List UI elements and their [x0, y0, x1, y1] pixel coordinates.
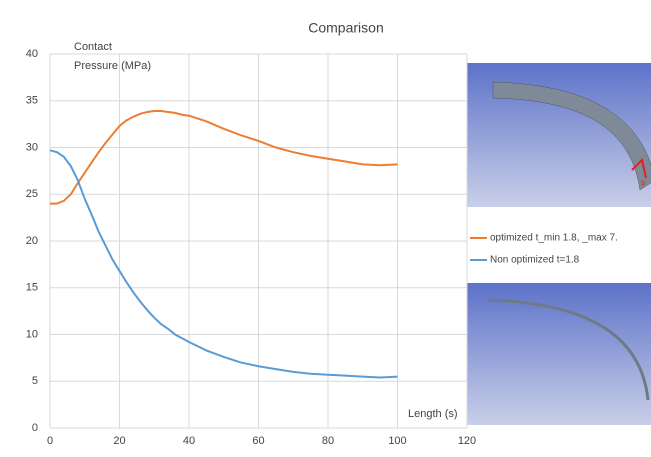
y-tick-label: 25	[26, 188, 38, 200]
legend-label: optimized t_min 1.8, _max 7.	[490, 233, 618, 244]
x-tick-label: 60	[252, 435, 264, 447]
y-tick-label: 0	[32, 422, 38, 434]
x-tick-label: 0	[47, 435, 53, 447]
y-axis-label: Contact	[74, 41, 112, 53]
x-tick-label: 20	[113, 435, 125, 447]
chart-title: Comparison	[308, 20, 383, 36]
y-tick-label: 35	[26, 95, 38, 107]
page: Comparison Contact Pressure (MPa) Length…	[0, 0, 651, 457]
x-tick-label: 80	[322, 435, 334, 447]
y-tick-label: 30	[26, 141, 38, 153]
y-tick-label: 15	[26, 282, 38, 294]
image-bottom	[467, 283, 651, 425]
y-tick-label: 40	[26, 48, 38, 60]
y-tick-label: 10	[26, 328, 38, 340]
x-tick-label: 100	[388, 435, 406, 447]
x-tick-label: 120	[458, 435, 476, 447]
annotation: s	[641, 178, 645, 187]
series-line	[50, 150, 398, 377]
series-line	[50, 111, 398, 204]
y-tick-label: 20	[26, 235, 38, 247]
image-top: s	[467, 63, 651, 207]
legend: optimized t_min 1.8, _max 7. Non optimize…	[470, 233, 618, 266]
chart: Comparison Contact Pressure (MPa) Length…	[0, 0, 651, 457]
legend-label: Non optimized t=1.8	[490, 255, 580, 266]
y-tick-label: 5	[32, 375, 38, 387]
y-axis-label: Pressure (MPa)	[74, 60, 151, 72]
x-axis-label: Length (s)	[408, 408, 458, 420]
x-tick-label: 40	[183, 435, 195, 447]
